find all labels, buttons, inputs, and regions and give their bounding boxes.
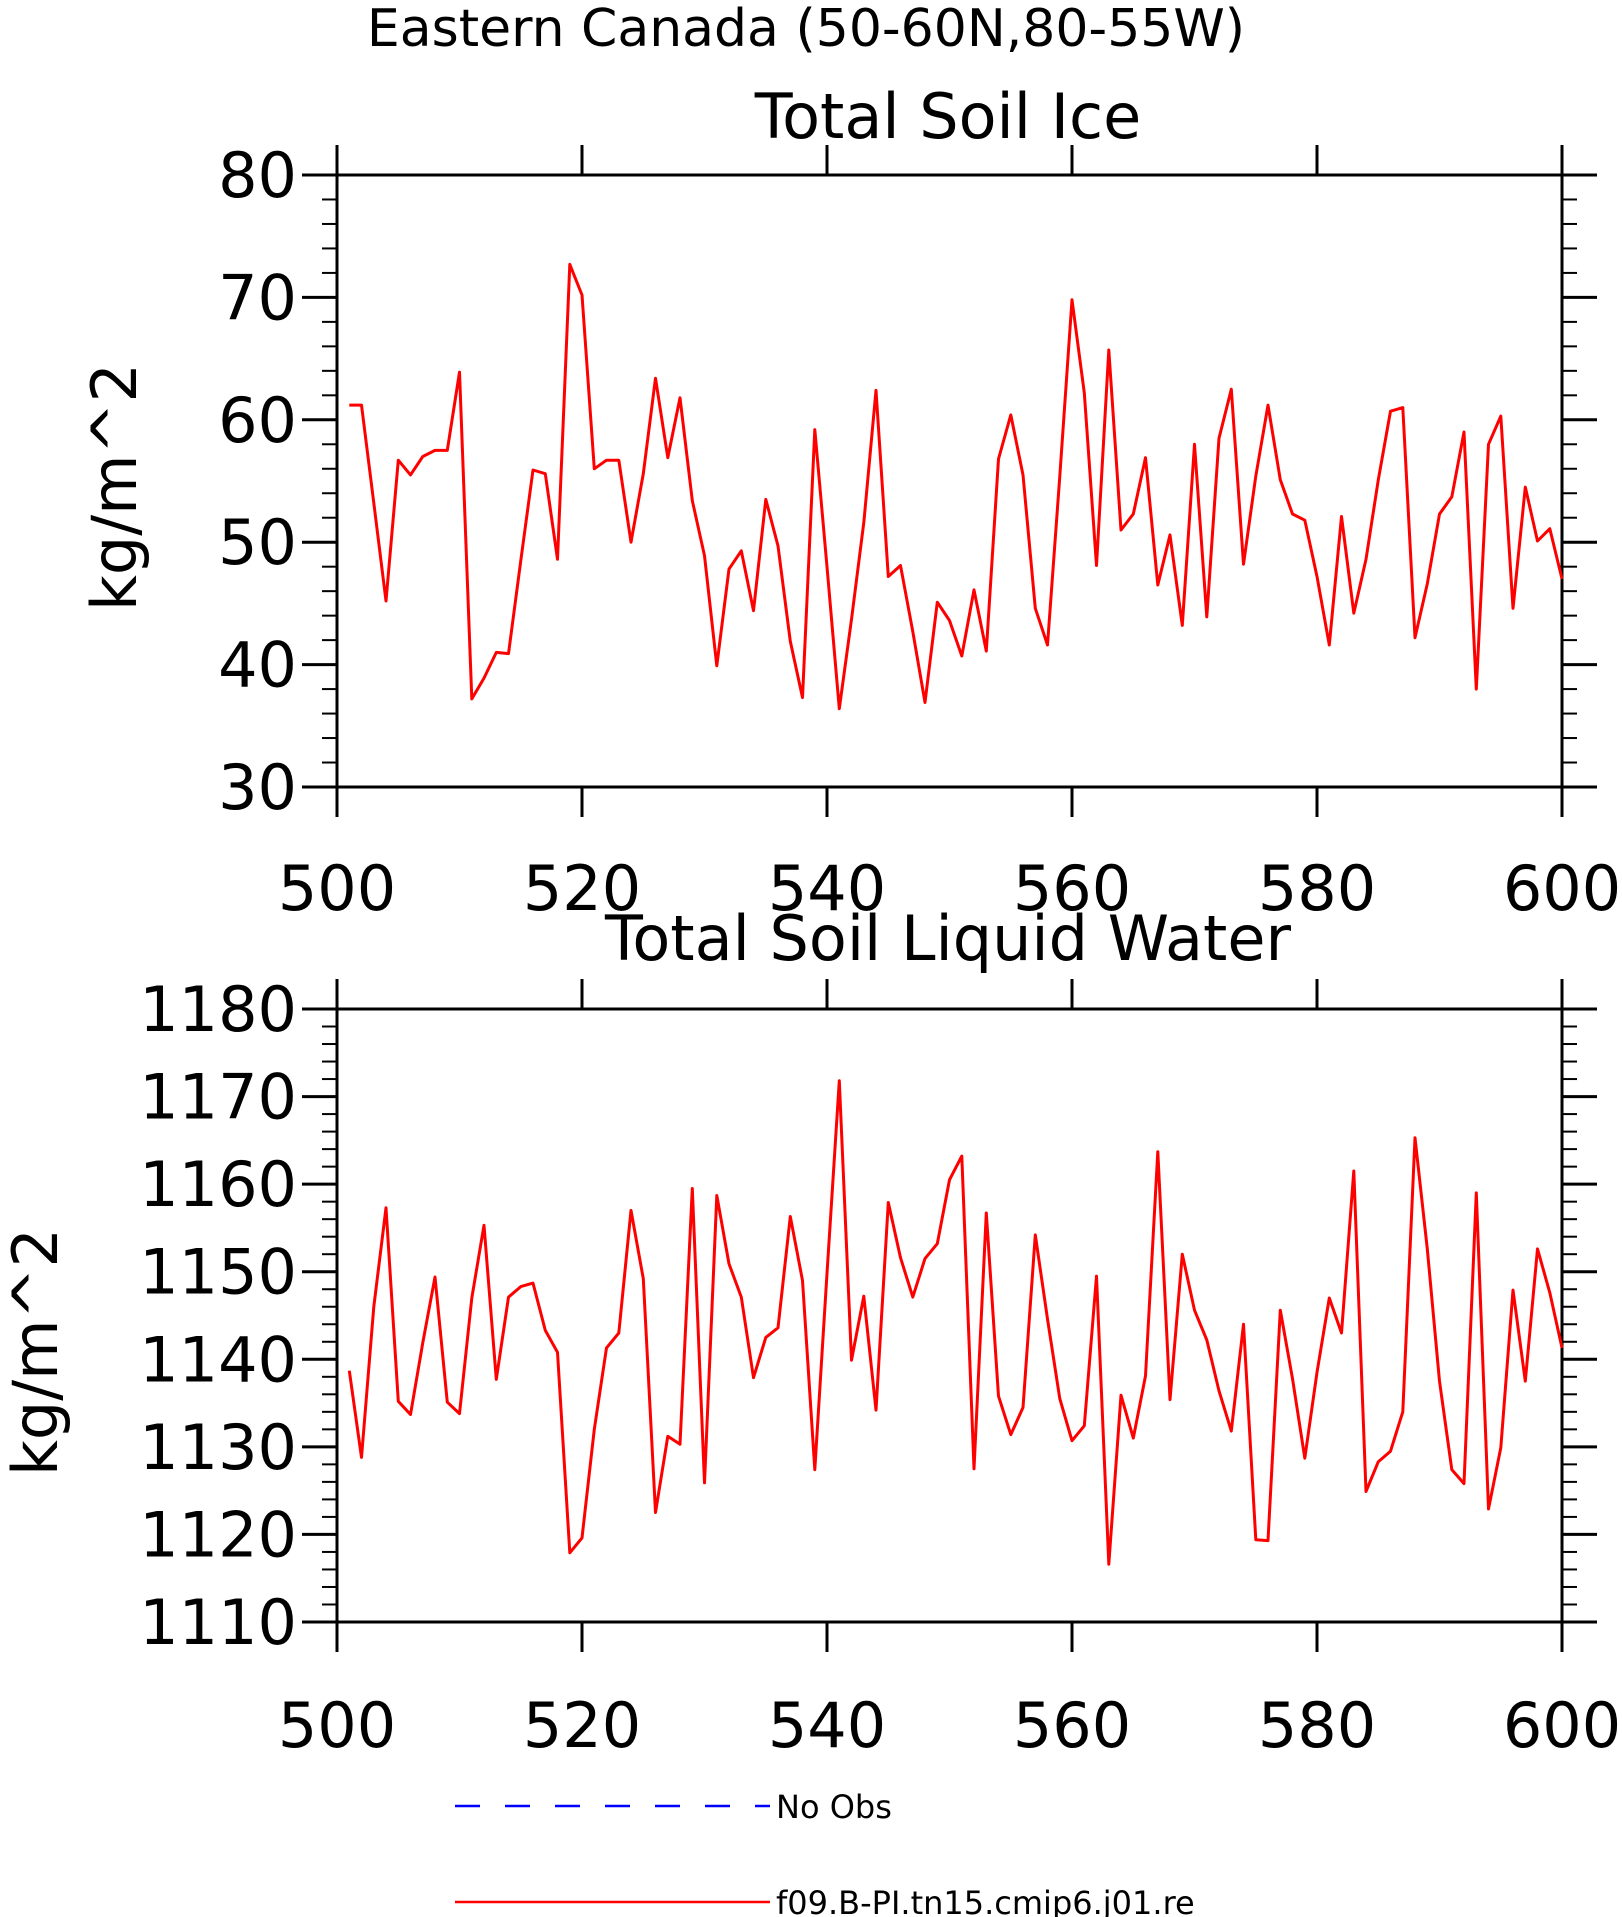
x-tick-label: 520 <box>523 1689 641 1762</box>
y-tick-label: 50 <box>218 506 297 579</box>
plot-area: 500 520 540 560 580 600 1110 1120 1130 1140 1150 11… <box>139 973 1621 1762</box>
y-tick-label: 1180 <box>139 973 297 1046</box>
x-tick-label: 500 <box>278 1689 396 1762</box>
y-tick-label: 1110 <box>139 1586 297 1659</box>
x-tick-label: 560 <box>1013 1689 1131 1762</box>
chart-panel-soil-liquid-water: Total Soil Liquid Water kg/m^2 500 520 540… <box>0 902 1621 1762</box>
y-tick-label: 1150 <box>139 1236 297 1309</box>
legend: No Obs f09.B-PI.tn15.cmip6.j01.re <box>455 1788 1195 1917</box>
y-tick-label: 1170 <box>139 1061 297 1134</box>
x-tick-label: 600 <box>1503 1689 1621 1762</box>
chart-title: Total Soil Ice <box>754 80 1141 153</box>
plot-frame <box>335 1007 1564 1624</box>
plot-frame <box>335 173 1564 789</box>
legend-label-no-obs: No Obs <box>776 1788 892 1826</box>
series-line <box>347 1079 1564 1566</box>
x-tick-label: 580 <box>1258 852 1376 925</box>
x-tick-label: 540 <box>768 1689 886 1762</box>
y-axis-label: kg/m^2 <box>78 363 151 611</box>
y-tick-label: 1120 <box>139 1498 297 1571</box>
x-tick-label: 560 <box>1013 852 1131 925</box>
y-tick-label: 30 <box>218 751 297 824</box>
series-line <box>349 262 1564 711</box>
y-tick-label: 1140 <box>139 1323 297 1396</box>
chart-title: Total Soil Liquid Water <box>604 902 1291 975</box>
y-tick-label: 1130 <box>139 1411 297 1484</box>
y-tick-label: 70 <box>218 261 297 334</box>
y-tick-label: 80 <box>218 139 297 212</box>
x-tick-label: 500 <box>278 852 396 925</box>
y-tick-label: 40 <box>218 629 297 702</box>
y-axis-label: kg/m^2 <box>0 1228 72 1476</box>
legend-label-model: f09.B-PI.tn15.cmip6.j01.re <box>776 1884 1195 1917</box>
plot-area: 500 520 540 560 580 600 30 40 50 60 70 80 <box>218 139 1621 925</box>
x-tick-label: 540 <box>768 852 886 925</box>
y-tick-label: 60 <box>218 384 297 457</box>
figure-title: Eastern Canada (50-60N,80-55W) <box>367 0 1245 59</box>
chart-panel-soil-ice: Total Soil Ice kg/m^2 500 520 540 560 580 600… <box>78 80 1621 925</box>
x-tick-label: 600 <box>1503 852 1621 925</box>
y-tick-label: 1160 <box>139 1148 297 1221</box>
x-tick-label: 580 <box>1258 1689 1376 1762</box>
x-tick-label: 520 <box>523 852 641 925</box>
